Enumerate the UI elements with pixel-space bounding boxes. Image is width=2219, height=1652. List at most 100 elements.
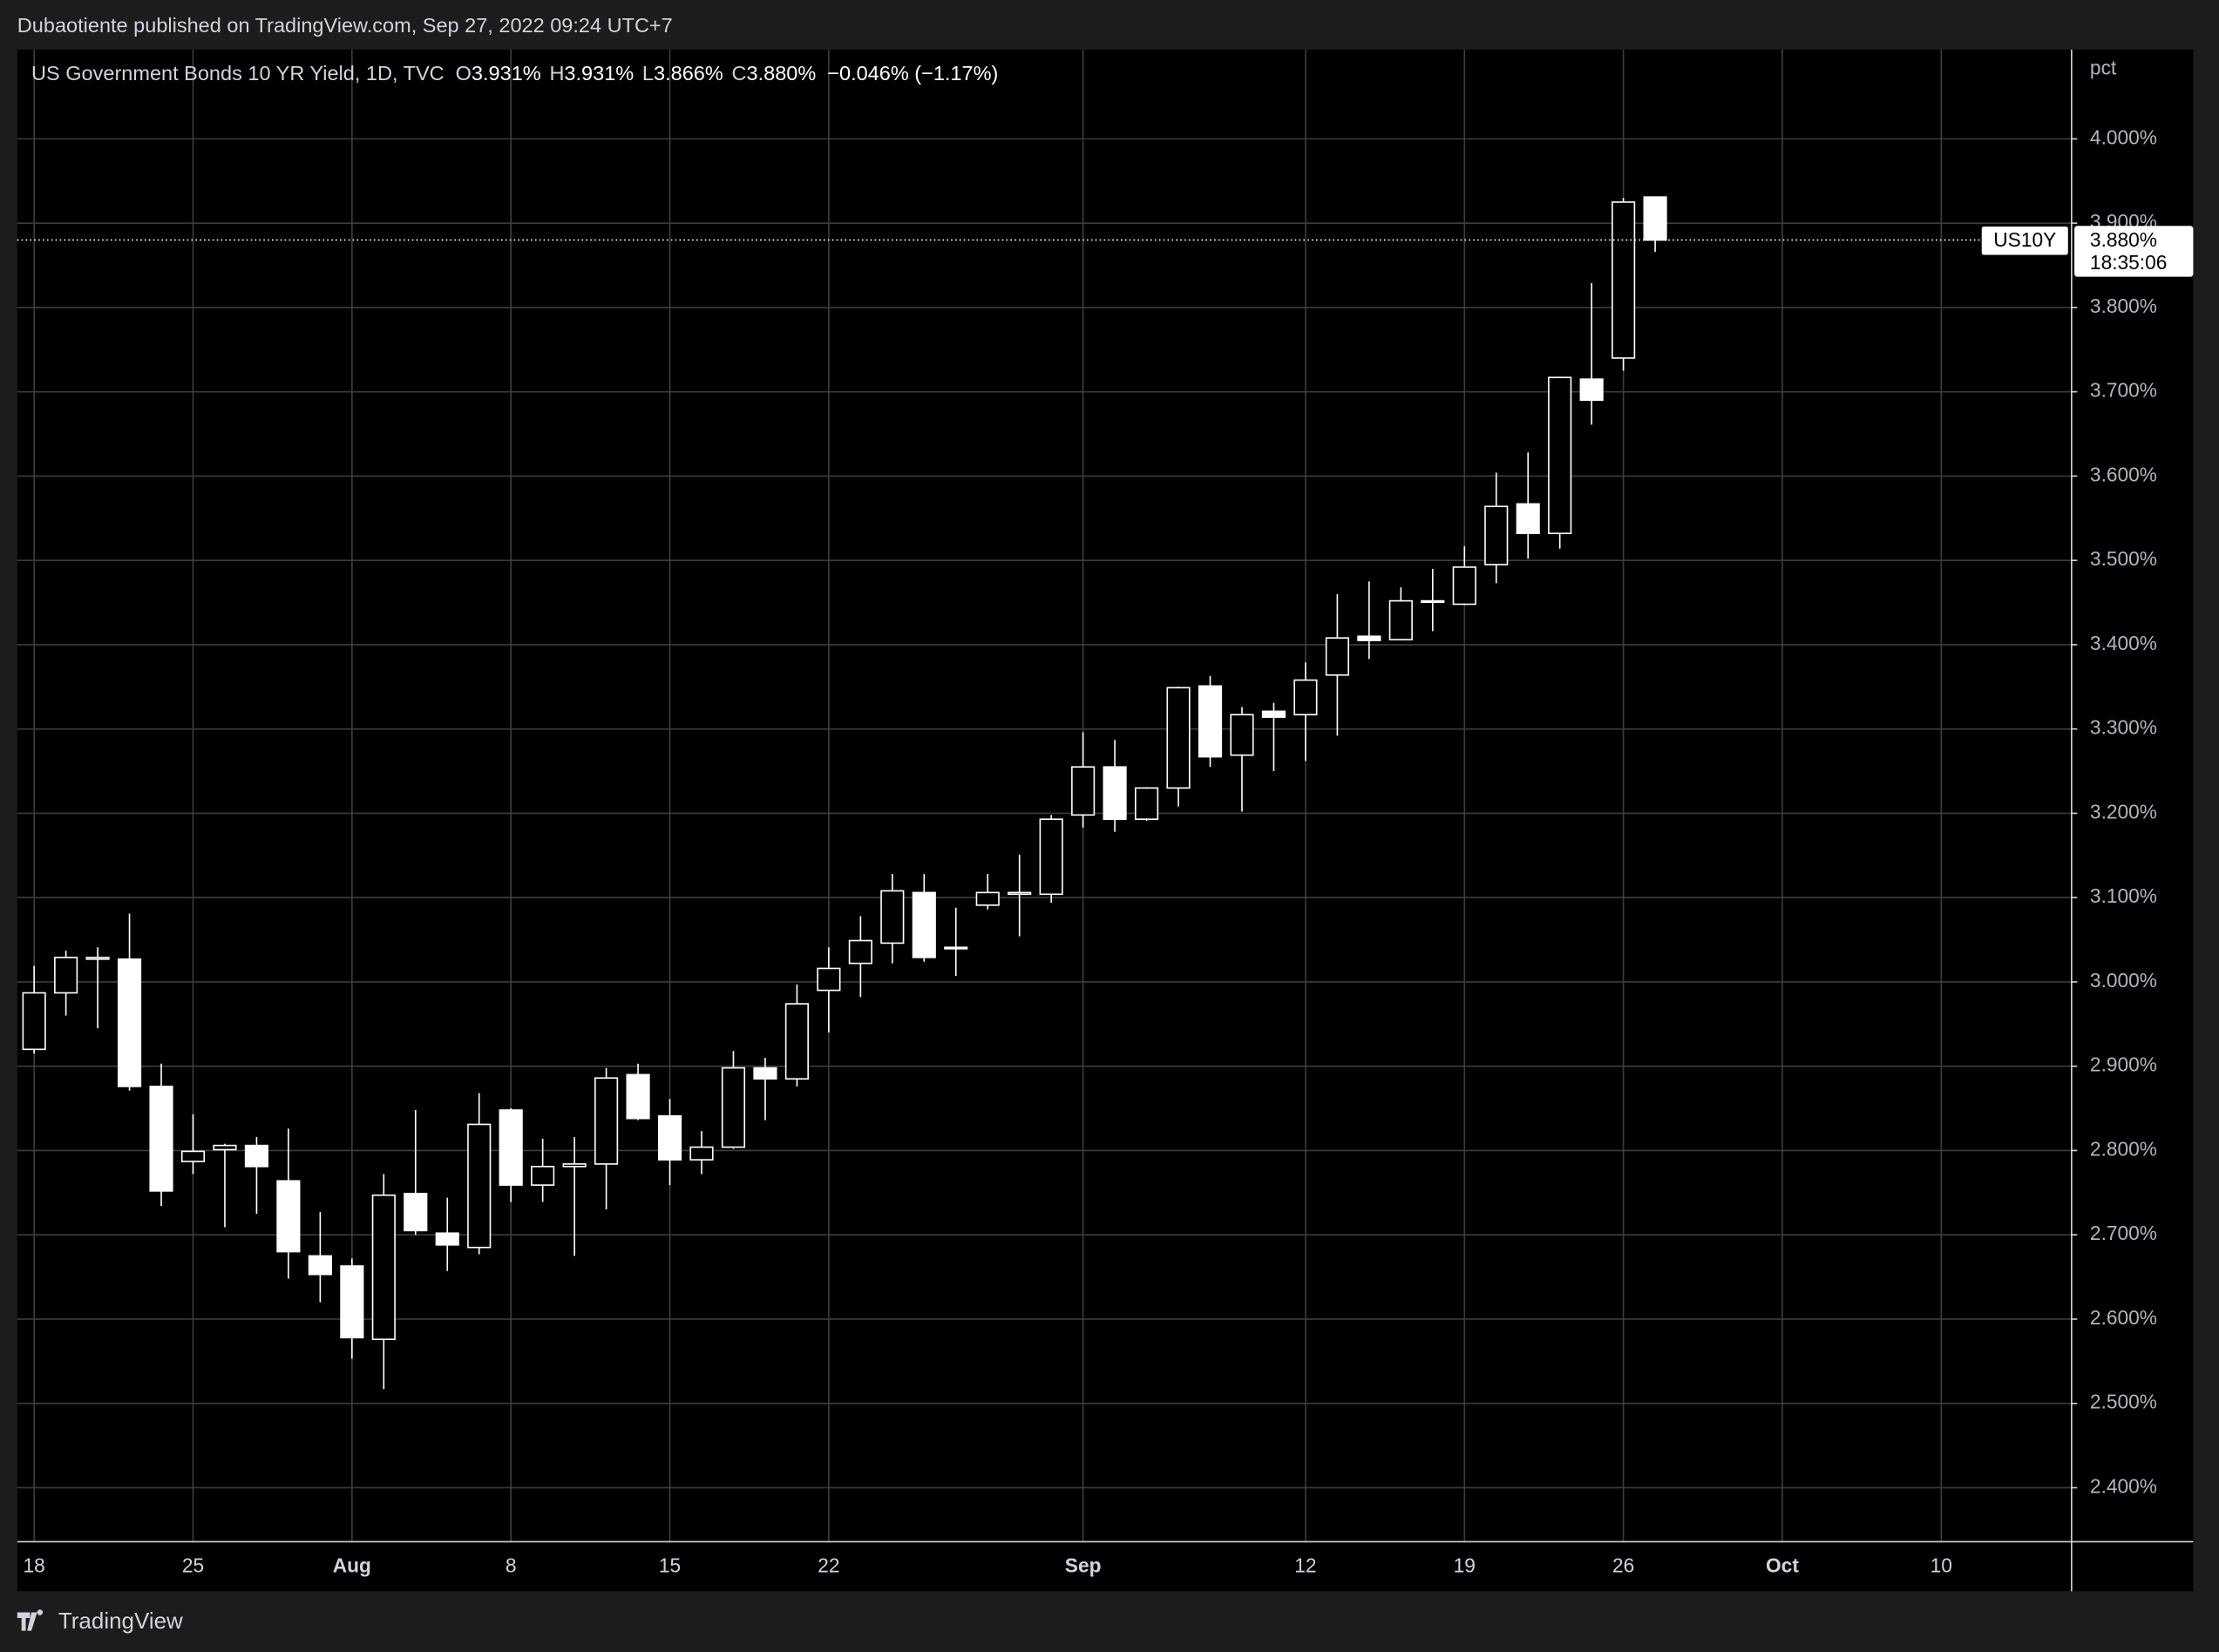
symbol-tag	[1980, 225, 2070, 257]
candle-body	[1325, 637, 1349, 676]
published-line: Dubaotiente published on TradingView.com…	[17, 14, 673, 37]
y-tick-label: 3.800%	[2090, 295, 2157, 317]
ohlc-value: 3.880%	[747, 62, 817, 85]
candle-body	[308, 1255, 332, 1276]
candle-body	[1516, 503, 1540, 535]
candle-body	[244, 1144, 269, 1168]
grid: 2.400% 2.500% 2.600% 2.700% 2.800% 2.900% 3.00…	[17, 49, 2157, 1577]
x-tick-label: 10	[1931, 1554, 1952, 1577]
candle-body	[721, 1066, 746, 1148]
x-tick-label: 26	[1612, 1554, 1634, 1577]
x-tick-label: 12	[1294, 1554, 1316, 1577]
y-tick-label: 2.500%	[2090, 1391, 2157, 1413]
footer-logo: TradingView	[17, 1608, 183, 1634]
logo-icon	[17, 1609, 44, 1631]
candles	[22, 196, 1667, 1390]
y-tick-label: 2.600%	[2090, 1306, 2157, 1329]
y-tick-label: 3.500%	[2090, 547, 2157, 570]
candle-body	[784, 1003, 809, 1080]
candle-body	[1198, 685, 1223, 758]
ohlc-label: L	[642, 62, 654, 85]
candle-body	[848, 939, 872, 965]
candle-body	[180, 1150, 206, 1162]
overlay: US10Y 3.880%18:35:06	[17, 225, 2194, 277]
candle-body	[880, 890, 905, 944]
candle-body	[117, 958, 142, 1087]
y-tick-label: 3.200%	[2090, 800, 2157, 823]
candle-body	[1579, 378, 1604, 402]
candle-body	[213, 1144, 237, 1151]
y-tick-label: 2.400%	[2090, 1474, 2157, 1497]
candle-body	[340, 1265, 364, 1339]
candle-body	[1135, 787, 1159, 821]
change: −0.046% (−1.17%)	[827, 62, 998, 85]
ohlc-value: 3.931%	[564, 62, 634, 85]
candle-body	[467, 1123, 492, 1249]
candle-body	[594, 1077, 619, 1165]
y-tick-label: 2.700%	[2090, 1222, 2157, 1244]
candle-body	[912, 891, 936, 958]
candle-body	[657, 1114, 682, 1161]
legend-title: US Government Bonds 10 YR Yield, 1D, TVC	[31, 62, 444, 85]
x-tick-label: 22	[818, 1554, 839, 1577]
y-tick-label: 3.100%	[2090, 884, 2157, 907]
candle-body	[1643, 196, 1667, 241]
candle-body	[1039, 818, 1063, 896]
y-tick-label: 2.800%	[2090, 1137, 2157, 1160]
candle-body	[54, 957, 78, 994]
x-tick-label: Oct	[1766, 1554, 1799, 1577]
price-tag	[2074, 226, 2194, 277]
candle-body	[371, 1194, 396, 1340]
candle-body	[435, 1232, 459, 1246]
price-tag-label: 3.880%	[2090, 228, 2157, 251]
candle-body	[499, 1109, 523, 1186]
x-tick-label: Aug	[333, 1554, 371, 1577]
ohlc-value: 3.866%	[654, 62, 723, 85]
x-tick-label: 15	[659, 1554, 681, 1577]
candle-body	[1548, 376, 1572, 535]
candle-body	[85, 957, 110, 960]
y-tick-label: 3.700%	[2090, 379, 2157, 402]
candle-body	[944, 946, 968, 950]
x-tick-label: 25	[182, 1554, 204, 1577]
candle-body	[975, 891, 1000, 906]
chart-area	[17, 49, 2194, 1592]
axis-unit: pct	[2090, 57, 2117, 79]
candle-body	[276, 1180, 301, 1253]
symbol-tag-label: US10Y	[1993, 228, 2056, 251]
candle-body	[1230, 714, 1254, 756]
x-tick-label: Sep	[1065, 1554, 1102, 1577]
candle-body	[1261, 710, 1286, 718]
candle-body	[689, 1146, 714, 1161]
candle-body	[531, 1166, 555, 1186]
ohlc-label: O	[456, 62, 472, 85]
ohlc-value: 3.931%	[472, 62, 541, 85]
y-tick-label: 3.300%	[2090, 716, 2157, 739]
y-tick-label: 3.600%	[2090, 463, 2157, 485]
candle-body	[817, 967, 841, 992]
y-tick-label: 3.000%	[2090, 969, 2157, 992]
x-tick-label: 19	[1454, 1554, 1476, 1577]
candle-body	[1071, 766, 1096, 816]
candle-body	[1293, 679, 1318, 716]
countdown-label: 18:35:06	[2090, 251, 2167, 274]
candle-body	[1388, 599, 1413, 640]
candle-body	[1421, 599, 1445, 604]
footer-brand[interactable]: TradingView	[58, 1608, 183, 1634]
ohlc-label: H	[549, 62, 564, 85]
candle-body	[404, 1192, 428, 1232]
candle-body	[753, 1066, 777, 1080]
candle-body	[626, 1073, 650, 1120]
ohlc-label: C	[732, 62, 747, 85]
candle-body	[562, 1163, 587, 1168]
candle-body	[1008, 891, 1032, 896]
candle-body	[1452, 566, 1476, 606]
y-tick-label: 4.000%	[2090, 125, 2157, 148]
x-tick-label: 18	[24, 1554, 45, 1577]
candle-body	[149, 1086, 173, 1192]
candle-body	[1357, 635, 1381, 641]
x-tick-label: 8	[506, 1554, 517, 1577]
candle-body	[1103, 766, 1127, 821]
